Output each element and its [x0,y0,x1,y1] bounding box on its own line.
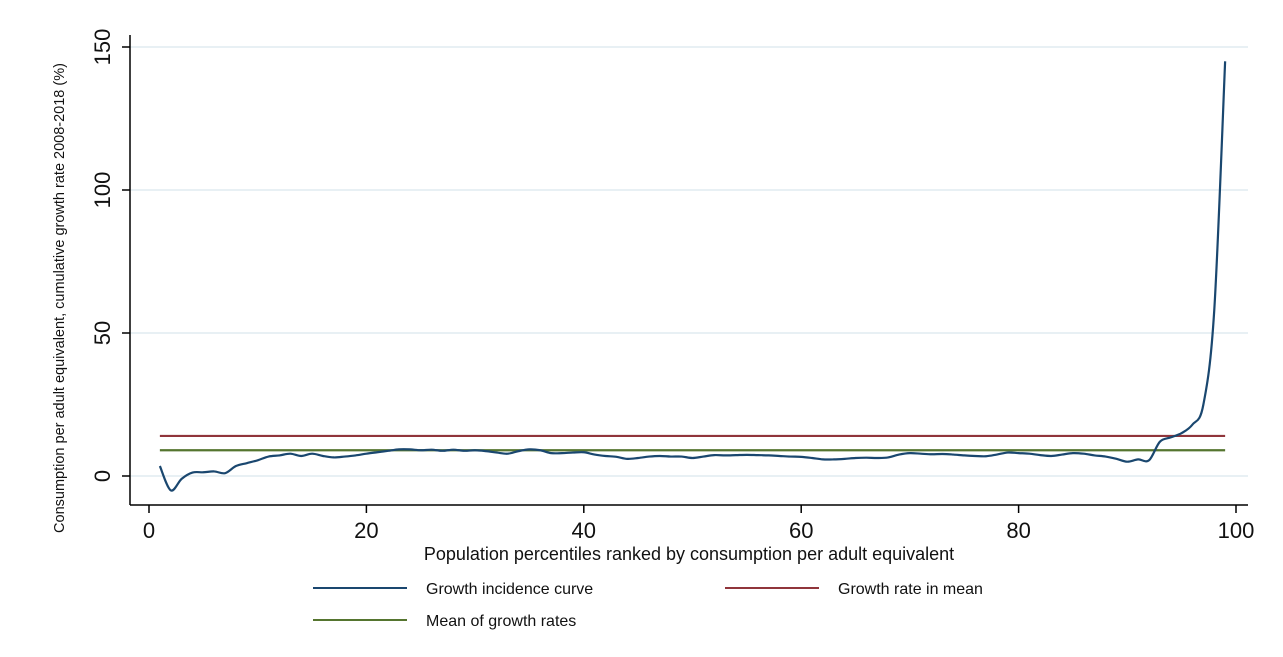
x-tick-label: 0 [143,518,155,543]
y-ticks: 0 50 100 150 [90,29,130,482]
y-tick-label: 50 [90,321,115,345]
axes [129,35,1248,506]
legend-label-growth-rate-in-mean: Growth rate in mean [838,581,983,598]
x-tick-label: 100 [1218,518,1255,543]
x-tick-label: 80 [1006,518,1030,543]
y-tick-label: 0 [90,470,115,482]
y-axis-title: Consumption per adult equivalent, cumula… [52,63,68,533]
y-tick-label: 100 [90,172,115,209]
legend-label-growth-incidence-curve: Growth incidence curve [426,581,593,598]
y-tick-label: 150 [90,29,115,66]
series-lines [158,61,1227,492]
x-ticks: 0 20 40 60 80 100 [143,505,1254,543]
x-tick-label: 20 [354,518,378,543]
legend-label-mean-of-growth-rates: Mean of growth rates [426,613,576,630]
x-axis-title: Population percentiles ranked by consump… [424,544,954,564]
legend: Growth incidence curve Growth rate in mea… [313,581,983,630]
series-line-growth-incidence-curve [158,61,1227,492]
x-tick-label: 60 [789,518,813,543]
x-tick-label: 40 [572,518,596,543]
grid-lines [130,46,1248,477]
